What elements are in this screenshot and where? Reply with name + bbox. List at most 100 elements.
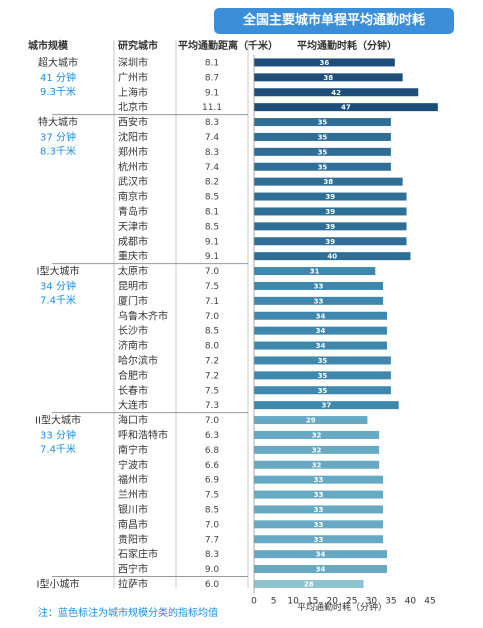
distance-value: 8.7 [205, 73, 219, 83]
bar [254, 207, 407, 216]
city-label: 青岛市 [118, 205, 148, 218]
column-headers: 城市规模 研究城市 平均通勤距离（千米） 平均通勤时耗（分钟） [28, 39, 397, 52]
city-label: 长沙市 [118, 324, 148, 337]
distance-value: 8.1 [205, 58, 219, 68]
bar-value-label: 28 [304, 580, 314, 588]
x-tick-label: 40 [405, 596, 417, 606]
bar [254, 520, 384, 529]
bar-value-label: 33 [314, 297, 324, 305]
city-label: 海口市 [118, 414, 148, 427]
x-tick-label: 25 [346, 596, 357, 606]
bar [254, 356, 391, 365]
city-label: 西安市 [118, 116, 148, 129]
city-label: 南宁市 [118, 443, 148, 456]
distance-value: 7.4 [205, 163, 220, 173]
city-label: 济南市 [118, 339, 148, 352]
bar-value-label: 34 [316, 551, 326, 559]
group-avg-distance: 7.4千米 [40, 294, 76, 307]
distance-value: 9.1 [205, 252, 219, 262]
bar [254, 237, 407, 246]
bar-value-label: 32 [312, 446, 322, 454]
distance-value: 6.0 [205, 580, 220, 590]
x-tick-label: 20 [326, 596, 338, 606]
distance-value: 8.2 [205, 178, 219, 188]
distance-value: 7.0 [205, 416, 220, 426]
bar [254, 252, 411, 261]
distance-value: 8.3 [205, 550, 219, 560]
distance-value: 8.5 [205, 505, 219, 515]
distance-value: 7.1 [205, 297, 219, 307]
header-group: 城市规模 [28, 39, 69, 52]
bar-value-label: 34 [316, 342, 326, 350]
bar-value-label: 37 [321, 402, 331, 410]
distance-value: 9.0 [205, 565, 220, 575]
bar-value-label: 36 [320, 59, 330, 67]
bar-value-label: 33 [314, 521, 324, 529]
city-label: 乌鲁木齐市 [118, 309, 168, 322]
bar-value-label: 35 [318, 119, 328, 127]
footnote: 注：蓝色标注为城市规模分类的指标均值 [38, 608, 218, 619]
bar [254, 401, 399, 410]
city-label: 太原市 [118, 265, 148, 278]
bar-value-label: 38 [323, 178, 333, 186]
bar [254, 326, 387, 335]
group-name: 超大城市 [38, 56, 78, 69]
distance-value: 7.0 [205, 312, 220, 322]
bar [254, 103, 438, 112]
distance-value: 8.5 [205, 222, 219, 232]
bar-value-label: 33 [314, 491, 324, 499]
bar-value-label: 32 [312, 461, 322, 469]
bar [254, 535, 384, 544]
bar [254, 341, 387, 350]
bar [254, 132, 391, 141]
distance-value: 8.3 [205, 148, 219, 158]
bar [254, 416, 368, 425]
bar-value-label: 42 [331, 89, 341, 97]
city-label: 上海市 [118, 86, 148, 99]
distance-value: 7.5 [205, 491, 219, 501]
city-label: 兰州市 [118, 488, 148, 501]
bar [254, 490, 384, 499]
bar [254, 460, 380, 469]
distance-value: 7.2 [205, 371, 219, 381]
bar-value-label: 38 [323, 74, 333, 82]
x-tick-label: 0 [251, 596, 257, 606]
city-label: 贵阳市 [118, 533, 148, 546]
bar-value-label: 39 [325, 238, 335, 246]
city-label: 沈阳市 [118, 130, 148, 143]
bar [254, 222, 407, 231]
bar-value-label: 39 [325, 208, 335, 216]
bar [254, 267, 376, 276]
bar-value-label: 47 [341, 104, 351, 112]
city-label: 哈尔滨市 [118, 354, 158, 367]
bar [254, 550, 387, 559]
distance-value: 6.3 [205, 431, 219, 441]
bar [254, 445, 380, 454]
x-tick-label: 10 [287, 596, 299, 606]
group-avg-time: 33 分钟 [40, 429, 76, 442]
chart-title: 全国主要城市单程平均通勤时耗 [214, 8, 454, 34]
header-distance: 平均通勤距离（千米） [178, 39, 278, 52]
group-avg-time: 34 分钟 [40, 280, 76, 293]
city-label: 成都市 [118, 235, 148, 248]
bar [254, 475, 384, 484]
distance-value: 7.3 [205, 401, 219, 411]
bar [254, 147, 391, 156]
bar [254, 311, 387, 320]
city-label: 长春市 [118, 384, 148, 397]
bar-value-label: 33 [314, 282, 324, 290]
city-label: 武汉市 [118, 175, 148, 188]
bar-value-label: 39 [325, 193, 335, 201]
bar [254, 192, 407, 201]
distance-value: 8.1 [205, 207, 219, 217]
distance-value: 8.3 [205, 118, 219, 128]
bar-value-label: 29 [306, 417, 316, 425]
bar-value-label: 31 [310, 268, 320, 276]
distance-value: 8.0 [205, 342, 220, 352]
distance-value: 7.0 [205, 520, 220, 530]
group-avg-time: 37 分钟 [40, 131, 76, 144]
bar [254, 162, 391, 171]
city-label: 宁波市 [118, 458, 148, 471]
x-tick-label: 30 [366, 596, 378, 606]
